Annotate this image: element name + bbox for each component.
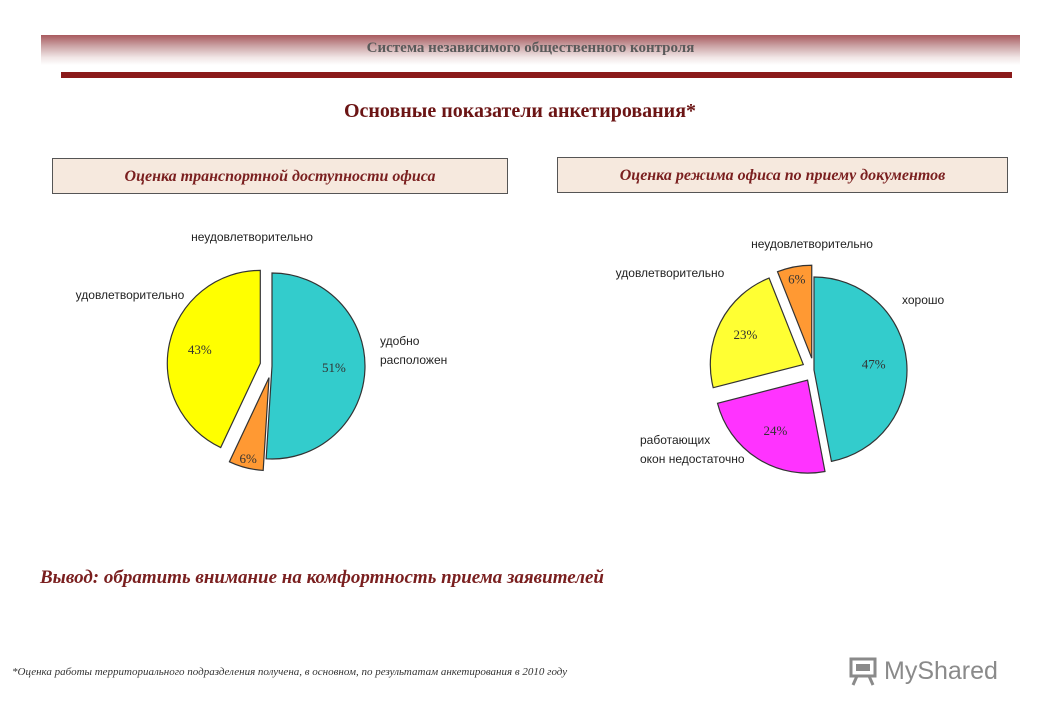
presentation-board-icon — [849, 657, 877, 686]
pie2-value-label-3: 6% — [788, 272, 806, 287]
pie2-value-label-2: 23% — [733, 327, 757, 342]
footnote: *Оценка работы территориального подразде… — [12, 666, 568, 678]
pie1-category-label-1: неудовлетворительно — [191, 230, 313, 244]
page-title: Основные показатели анкетирования* — [343, 100, 697, 122]
pie2-category-label-3: неудовлетворительно — [751, 237, 873, 251]
pie1-slice-1 — [228, 377, 270, 472]
brand-logo: MyShared — [848, 656, 998, 686]
pie1-value-label-0: 51% — [322, 360, 346, 375]
header-bar — [41, 35, 1020, 65]
pie1-category-label-0-line-1: расположен — [380, 353, 447, 367]
pie2-category-label-0: хорошо — [902, 293, 945, 307]
chart-title-schedule: Оценка режима офиса по приему документов — [557, 157, 1008, 193]
pie2-category-label-1-line-0: работающих — [640, 433, 710, 447]
pie1-value-label-1: 6% — [239, 451, 257, 466]
pie1-slice-2 — [166, 269, 261, 449]
pie1-value-label-2: 43% — [188, 342, 212, 357]
pie2-value-label-0: 47% — [862, 356, 886, 371]
pie2-slice-2 — [709, 277, 805, 389]
brand-name: MyShared — [884, 656, 998, 685]
pie2-category-label-2: удовлетворительно — [616, 266, 725, 280]
pie2-slice-1 — [716, 379, 826, 474]
chart-title-transport: Оценка транспортной доступности офиса — [52, 158, 508, 194]
pie2-slice-0 — [813, 276, 908, 463]
conclusion-text: Вывод: обратить внимание на комфортность… — [40, 567, 604, 588]
header-divider — [61, 72, 1012, 78]
pie2-value-label-1: 24% — [763, 423, 787, 438]
pie1-category-label-0-line-0: удобно — [380, 334, 420, 348]
pie2-category-label-1-line-1: окон недостаточно — [640, 452, 745, 466]
pie1-slice-0 — [265, 272, 366, 460]
header-title: Система независимого общественного контр… — [366, 40, 695, 56]
pie1-category-label-2: удовлетворительно — [76, 288, 185, 302]
pie2-slice-3 — [776, 264, 813, 359]
